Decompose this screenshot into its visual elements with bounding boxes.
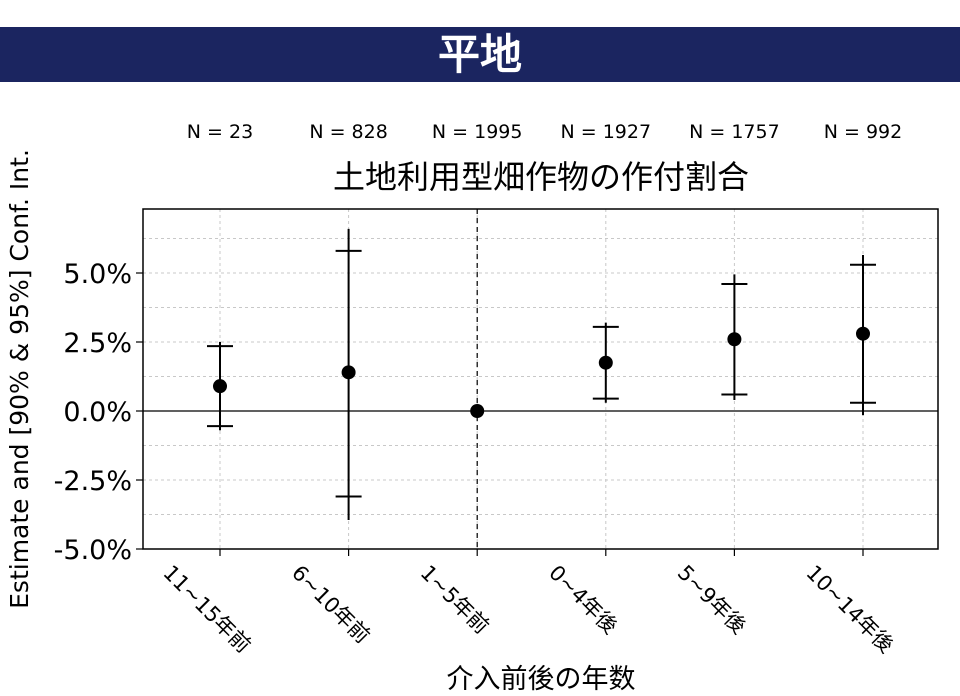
chart-title: 土地利用型畑作物の作付割合	[333, 158, 749, 196]
data-marks	[207, 228, 876, 521]
sample-size-label: N = 23	[187, 121, 253, 143]
estimate-point	[856, 326, 870, 341]
y-tick-label: 0.0%	[63, 397, 132, 428]
plot-frame	[142, 208, 939, 550]
y-tick-label: -5.0%	[54, 535, 132, 566]
sample-size-label: N = 1927	[561, 121, 652, 143]
sample-size-labels: N = 23 N = 828 N = 1995 N = 1927 N = 1757 N =…	[187, 121, 902, 143]
estimate-point	[213, 379, 227, 394]
x-tick-label: 11~15年前	[158, 561, 255, 658]
x-tick-label: 10~14年後	[801, 561, 898, 658]
y-axis-label: Estimate and [90% & 95%] Conf. Int.	[5, 149, 34, 609]
y-tick-label: 2.5%	[63, 328, 132, 359]
gridlines	[143, 209, 938, 550]
x-tick-label: 6~10年前	[287, 561, 374, 648]
estimate-point	[470, 404, 485, 418]
banner-title: 平地	[0, 27, 960, 82]
y-axis-ticks: 5.0% 2.5% 0.0% -2.5% -5.0%	[54, 259, 143, 566]
x-axis-label: 介入前後の年数	[447, 664, 636, 695]
estimate-point	[727, 332, 742, 347]
x-tick-label: 0~4年後	[544, 561, 622, 639]
estimate-point	[598, 355, 613, 370]
x-axis-ticks: 11~15年前 6~10年前 1~5年前 0~4年後 5~9年後 10~14年後	[158, 549, 898, 657]
sample-size-label: N = 828	[309, 121, 387, 143]
estimate-point	[341, 365, 356, 380]
x-tick-label: 1~5年前	[416, 561, 494, 639]
sample-size-label: N = 1757	[689, 121, 780, 143]
sample-size-label: N = 992	[824, 121, 902, 143]
x-tick-label: 5~9年後	[673, 561, 751, 639]
y-tick-label: 5.0%	[63, 259, 132, 290]
y-tick-label: -2.5%	[54, 466, 132, 497]
sample-size-label: N = 1995	[432, 121, 523, 143]
